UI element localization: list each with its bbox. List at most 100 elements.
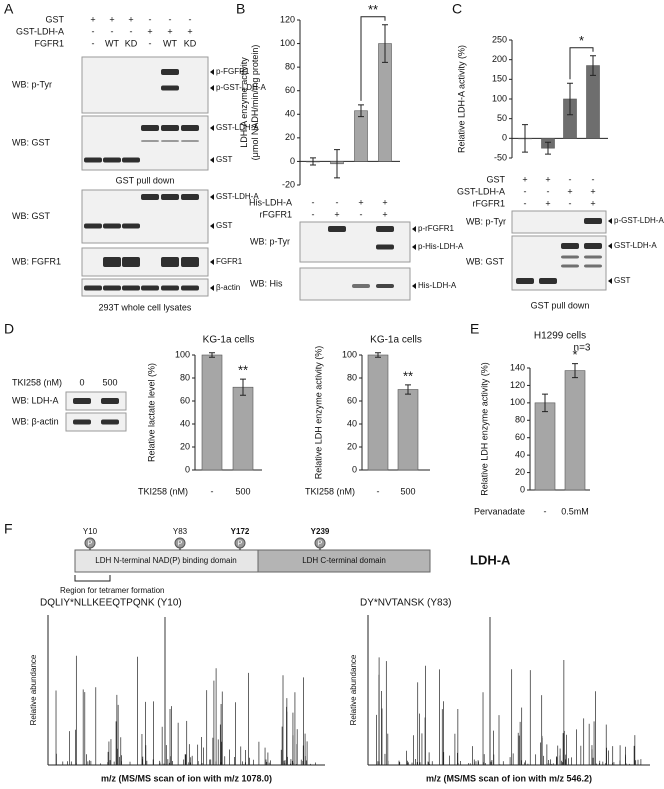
- band: [161, 194, 179, 200]
- row-label: GST-LDH-A: [457, 186, 505, 196]
- x-axis-label: m/z (MS/MS scan of ion with m/z 1078.0): [101, 773, 272, 783]
- y-tick-label: 20: [515, 467, 525, 477]
- y-axis-label: Relative abundance: [29, 654, 38, 725]
- sign: -: [569, 198, 572, 208]
- sign: -: [92, 38, 95, 48]
- band: [352, 284, 370, 288]
- significance-bracket: [360, 16, 386, 101]
- x-axis-label: TKI258 (nM): [138, 486, 188, 496]
- y-tick-label: -20: [282, 179, 295, 189]
- error-bar: [240, 378, 246, 396]
- sign: -: [130, 26, 133, 36]
- marker-arrow: [608, 243, 612, 249]
- band: [101, 419, 119, 425]
- sign: -: [169, 14, 172, 24]
- blot-label: WB: GST: [12, 137, 51, 147]
- sign: +: [522, 174, 527, 184]
- band: [561, 243, 579, 249]
- chart-title: KG-1a cells: [203, 335, 255, 346]
- bar: [354, 110, 368, 162]
- peptide: DY*NVTANSK (Y83): [360, 598, 452, 609]
- caption: 293T whole cell lysates: [99, 302, 192, 312]
- band: [181, 257, 199, 267]
- sign: -: [547, 186, 550, 196]
- band: [376, 226, 394, 232]
- y-axis-label: (μmol NADH/min/mg protein): [250, 45, 260, 161]
- domain-label: LDH C-terminal domain: [302, 556, 386, 565]
- error-bar: [590, 55, 596, 76]
- sign: +: [109, 14, 114, 24]
- domain-c: [257, 549, 431, 573]
- dose: 500: [102, 377, 117, 387]
- row-label: TKI258 (nM): [12, 377, 62, 387]
- phospho-label: P: [238, 540, 243, 547]
- phospho-label: P: [88, 540, 93, 547]
- band: [328, 226, 346, 232]
- band: [376, 284, 394, 288]
- band: [161, 257, 179, 267]
- band: [181, 125, 199, 131]
- sign: +: [334, 209, 339, 219]
- error-bar: [334, 149, 340, 179]
- site-label: Y239: [311, 527, 330, 536]
- significance: **: [238, 363, 248, 378]
- y-tick-label: 0: [520, 484, 525, 494]
- error-bar: [522, 124, 528, 153]
- significance: **: [368, 2, 378, 17]
- marker-label: p-rFGFR1: [418, 224, 455, 233]
- y-tick-label: 40: [285, 109, 295, 119]
- sign: WT: [163, 38, 177, 48]
- blot-label: WB: LDH-A: [12, 395, 59, 405]
- bar: [586, 65, 600, 139]
- band: [376, 244, 394, 250]
- y-tick-label: 250: [492, 34, 507, 44]
- sign: KD: [184, 38, 197, 48]
- y-tick-label: 20: [285, 132, 295, 142]
- marker-arrow: [412, 244, 416, 250]
- marker-label: p-GST-LDH-A: [614, 216, 664, 225]
- blot-label: WB: p-Tyr: [250, 236, 290, 246]
- error-bar: [405, 384, 411, 395]
- bar: [232, 386, 254, 471]
- blot-label: WB: p-Tyr: [12, 79, 52, 89]
- y-axis-label: Relative LDH-A activity (%): [456, 45, 466, 153]
- band: [141, 285, 159, 291]
- sign: -: [336, 197, 339, 207]
- panel-label: C: [452, 1, 462, 17]
- marker-label: GST-LDH-A: [216, 192, 259, 201]
- y-tick-label: 100: [342, 349, 357, 359]
- y-tick-label: 60: [347, 395, 357, 405]
- bar: [534, 402, 556, 491]
- sign: +: [382, 197, 387, 207]
- band: [122, 257, 140, 267]
- x-axis-label: TKI258 (nM): [305, 486, 355, 496]
- y-tick-label: 40: [347, 418, 357, 428]
- blot-label: WB: GST: [466, 256, 505, 266]
- caption: GST pull down: [116, 175, 175, 185]
- error-bar: [382, 24, 388, 63]
- y-tick-label: 0: [185, 464, 190, 474]
- y-tick-label: 100: [510, 397, 525, 407]
- y-tick-label: 0: [502, 133, 507, 143]
- x-tick-label: 500: [400, 486, 415, 496]
- band: [73, 419, 91, 425]
- y-tick-label: 40: [180, 418, 190, 428]
- blot: [65, 412, 127, 432]
- dose: 0: [79, 377, 84, 387]
- y-tick-label: -50: [494, 152, 507, 162]
- band: [101, 398, 119, 404]
- row-label: GST: [486, 174, 505, 184]
- band: [161, 285, 179, 291]
- chart-title: KG-1a cells: [370, 335, 422, 346]
- band: [161, 85, 179, 91]
- band: [181, 140, 199, 142]
- marker-arrow: [608, 218, 612, 224]
- blot-label: WB: p-Tyr: [466, 216, 506, 226]
- protein-name: LDH-A: [470, 552, 511, 567]
- band: [161, 69, 179, 75]
- row-label: GST: [45, 14, 64, 24]
- panel-label: B: [236, 1, 245, 17]
- band: [103, 223, 121, 229]
- sign: -: [592, 174, 595, 184]
